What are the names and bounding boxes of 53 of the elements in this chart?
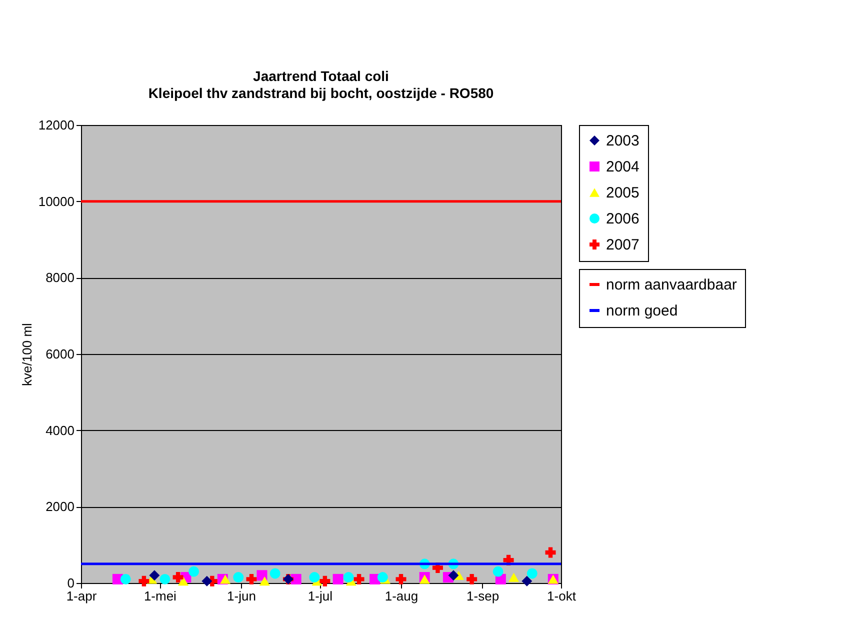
y-tick-label: 10000 — [38, 194, 74, 209]
point — [172, 572, 184, 583]
point — [256, 570, 268, 581]
point — [188, 566, 200, 577]
point — [178, 576, 189, 586]
legend-label: 2006 — [606, 210, 640, 228]
y-axis-title: kve/100 ml — [19, 322, 34, 386]
point — [377, 572, 388, 583]
x-tick-label: 1-mei — [144, 588, 177, 604]
point — [259, 576, 270, 586]
point — [343, 572, 354, 583]
y-tick-label: 12000 — [38, 118, 74, 132]
point — [466, 574, 478, 584]
y-tick-label: 8000 — [46, 270, 74, 286]
point — [138, 576, 150, 586]
y-tick-label: 4000 — [46, 422, 74, 438]
point — [270, 568, 280, 579]
chart-subtitle: Kleipoel thv zandstrand bij bocht, oostzijde - RO580 — [148, 85, 494, 101]
x-tick-label: 1-aug — [384, 588, 418, 604]
point — [149, 570, 160, 581]
point — [492, 566, 504, 577]
point — [332, 574, 344, 584]
point — [160, 574, 170, 584]
point — [448, 570, 459, 581]
chart-title: Jaartrend Totaal coli — [253, 68, 389, 84]
legend-label: norm goed — [606, 302, 678, 320]
legend-label: 2004 — [606, 158, 640, 176]
point — [320, 576, 330, 586]
point — [522, 576, 532, 586]
point — [354, 574, 364, 584]
legend-label: 2007 — [606, 236, 640, 254]
y-tick-label: 2000 — [46, 499, 74, 514]
x-tick-label: 1-sep — [466, 588, 500, 604]
point — [120, 574, 131, 584]
x-tick-label: 1-okt — [547, 588, 576, 604]
point — [233, 572, 244, 583]
point — [396, 574, 406, 584]
x-tick-label: 1-jun — [227, 588, 256, 604]
legend-label: 2003 — [606, 132, 640, 150]
point — [202, 576, 212, 586]
point — [508, 572, 520, 582]
x-tick-label: 1-jul — [308, 588, 333, 604]
point — [545, 547, 556, 558]
point — [309, 572, 320, 583]
point — [526, 568, 538, 579]
y-tick-label: 6000 — [46, 346, 74, 362]
point — [220, 574, 231, 584]
y-tick-label: 0 — [67, 576, 74, 590]
legend-label: norm aanvaardbaar — [606, 276, 737, 294]
x-tick-label: 1-apr — [66, 588, 98, 604]
point — [246, 574, 257, 584]
point — [419, 574, 430, 584]
legend-label: 2005 — [606, 184, 640, 202]
